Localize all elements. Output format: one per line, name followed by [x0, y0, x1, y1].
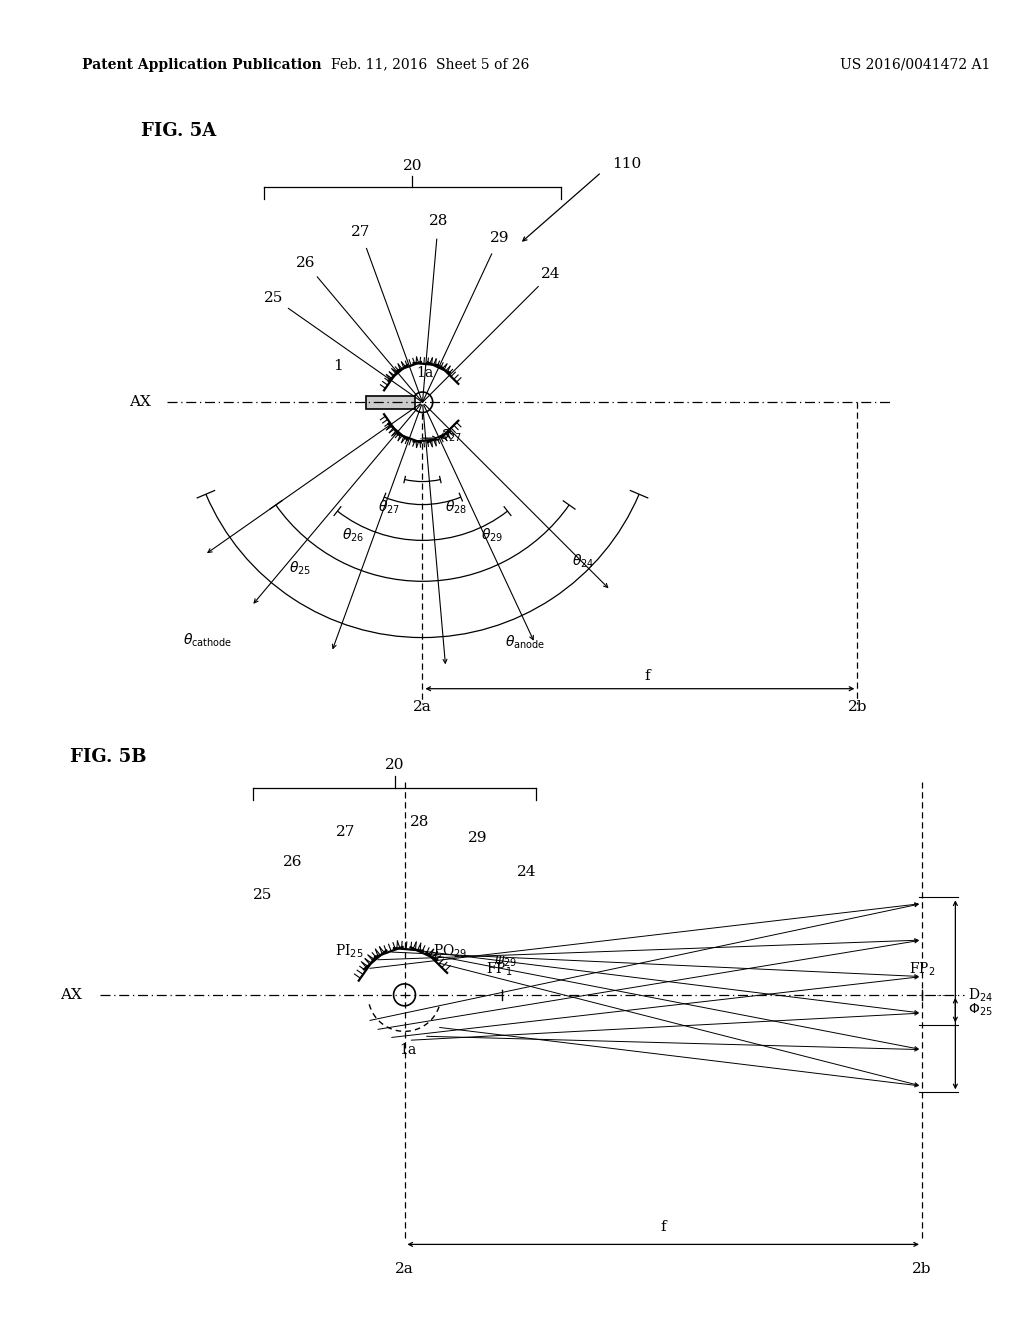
- Text: 20: 20: [402, 158, 422, 173]
- Text: $\theta_{28}$: $\theta_{28}$: [444, 499, 467, 516]
- Text: 25: 25: [264, 292, 284, 305]
- Text: 20: 20: [385, 758, 404, 772]
- Text: 24: 24: [517, 865, 537, 879]
- Text: PO$_{29}$: PO$_{29}$: [433, 942, 467, 960]
- Text: $\delta_{27}$: $\delta_{27}$: [439, 428, 462, 444]
- Text: 2b: 2b: [848, 700, 867, 714]
- Text: $\theta_{\rm anode}$: $\theta_{\rm anode}$: [505, 634, 545, 651]
- Text: FIG. 5A: FIG. 5A: [141, 123, 216, 140]
- Text: 2a: 2a: [395, 1262, 414, 1275]
- Text: AX: AX: [129, 395, 152, 409]
- Text: FP$_2$: FP$_2$: [908, 961, 935, 978]
- Text: $\Phi_{25}$: $\Phi_{25}$: [968, 1002, 992, 1018]
- Text: $\psi_{29}$: $\psi_{29}$: [494, 954, 516, 969]
- Text: 2a: 2a: [413, 700, 432, 714]
- Text: 1a: 1a: [399, 1043, 416, 1056]
- Text: 28: 28: [410, 814, 429, 829]
- Text: 2b: 2b: [912, 1262, 932, 1275]
- Text: 27: 27: [350, 224, 370, 239]
- Text: 1a: 1a: [417, 366, 433, 380]
- Bar: [367, 396, 415, 409]
- Text: $\theta_{\rm cathode}$: $\theta_{\rm cathode}$: [183, 631, 232, 649]
- Text: PI$_{25}$: PI$_{25}$: [336, 942, 364, 960]
- Text: 29: 29: [489, 231, 509, 244]
- Text: 27: 27: [336, 825, 355, 838]
- Text: $\theta_{25}$: $\theta_{25}$: [289, 560, 310, 577]
- Text: FIG. 5B: FIG. 5B: [70, 748, 146, 767]
- Text: AX: AX: [60, 987, 82, 1002]
- Text: US 2016/0041472 A1: US 2016/0041472 A1: [840, 58, 990, 71]
- Text: $\theta_{27}$: $\theta_{27}$: [378, 499, 400, 516]
- Text: 110: 110: [611, 157, 641, 172]
- Text: Patent Application Publication: Patent Application Publication: [82, 58, 322, 71]
- Text: $\theta_{24}$: $\theta_{24}$: [572, 552, 595, 569]
- Text: 24: 24: [541, 267, 561, 281]
- Text: 29: 29: [468, 830, 487, 845]
- Text: Feb. 11, 2016  Sheet 5 of 26: Feb. 11, 2016 Sheet 5 of 26: [331, 58, 529, 71]
- Text: FP$_1$: FP$_1$: [485, 961, 512, 978]
- Text: f: f: [645, 669, 650, 682]
- Text: 26: 26: [296, 256, 315, 271]
- Text: f: f: [660, 1221, 666, 1234]
- Text: $\theta_{29}$: $\theta_{29}$: [480, 527, 503, 544]
- Text: D$_{24}$: D$_{24}$: [968, 986, 992, 1003]
- Text: 1: 1: [333, 359, 343, 374]
- Text: 25: 25: [253, 888, 272, 903]
- Text: 28: 28: [429, 214, 449, 228]
- Text: 26: 26: [284, 855, 303, 869]
- Text: $\theta_{26}$: $\theta_{26}$: [342, 527, 365, 544]
